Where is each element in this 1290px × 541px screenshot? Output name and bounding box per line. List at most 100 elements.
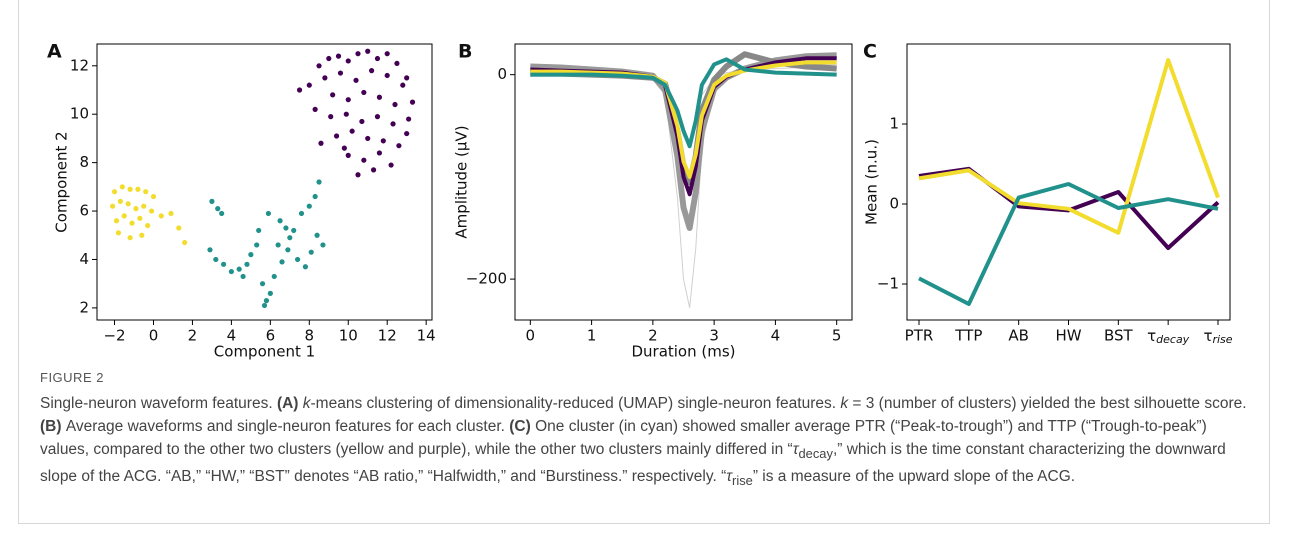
point [213, 256, 219, 263]
tick-symbol: τ [1203, 327, 1212, 345]
figure-label: FIGURE 2 [40, 370, 104, 385]
point [322, 75, 328, 81]
point [369, 68, 375, 74]
point [335, 53, 342, 59]
x-tick-label: 3 [709, 327, 719, 345]
point [384, 72, 390, 79]
point [256, 227, 262, 234]
y-tick-label: 1 [889, 115, 899, 133]
point [406, 116, 412, 122]
point [355, 51, 361, 57]
point [390, 121, 396, 127]
point [320, 242, 326, 248]
point [267, 290, 273, 296]
figure-frame [18, 0, 1270, 524]
point [330, 92, 336, 98]
series-line [530, 60, 837, 179]
point [343, 111, 349, 117]
caption-run: k [302, 395, 311, 412]
caption-run: τ [726, 468, 733, 486]
y-tick-label: 6 [79, 202, 89, 220]
point [277, 218, 283, 224]
x-tick-label: τdecay [1147, 327, 1190, 347]
y-axis-label: Component 2 [53, 131, 71, 232]
caption-run: (B) [40, 418, 66, 435]
caption-run: (A) [276, 395, 303, 412]
caption-run: Single-neuron waveform features. [40, 395, 277, 412]
y-axis-label: Amplitude (μV) [453, 125, 471, 238]
point [361, 89, 367, 96]
x-tick-label: τrise [1203, 327, 1232, 347]
point [359, 118, 365, 125]
point [139, 232, 145, 238]
point [361, 157, 367, 163]
point [271, 273, 277, 280]
panel-label: C [863, 41, 877, 63]
point [248, 252, 254, 258]
point [306, 82, 312, 88]
x-tick-label: 0 [526, 327, 536, 345]
point [135, 186, 141, 192]
point [328, 114, 334, 120]
point [376, 94, 383, 100]
point [394, 60, 400, 66]
point [254, 242, 260, 248]
x-tick-label: 8 [305, 327, 315, 345]
point [302, 264, 309, 270]
point [117, 198, 123, 204]
point [396, 143, 402, 149]
x-tick-label: 2 [188, 327, 198, 345]
point [215, 206, 221, 212]
point [345, 97, 351, 103]
point [259, 281, 266, 287]
point [388, 162, 394, 168]
point [148, 208, 155, 214]
point [240, 273, 246, 280]
point [207, 247, 213, 253]
point [143, 189, 149, 195]
series-line [530, 57, 837, 149]
caption-run: Average waveforms and single-neuron feat… [65, 418, 510, 435]
point [158, 213, 164, 219]
caption-run: rise [732, 473, 753, 489]
point [404, 130, 410, 137]
caption-run: One cluster (in cyan) showed smaller ave… [40, 418, 1207, 458]
point [341, 145, 347, 151]
y-tick-label: 2 [79, 298, 89, 316]
point [279, 259, 285, 265]
point [384, 51, 390, 57]
point [316, 63, 322, 69]
x-tick-label: 10 [339, 327, 358, 345]
x-tick-label: 12 [378, 327, 397, 345]
y-tick-label: −200 [466, 270, 507, 288]
point [353, 77, 359, 83]
point [380, 138, 386, 144]
y-tick-label: 12 [70, 56, 89, 74]
x-tick-label: HW [1055, 327, 1081, 345]
caption-run: (C) [509, 418, 536, 435]
point [113, 218, 120, 224]
x-tick-label: 5 [832, 327, 842, 345]
point [349, 128, 355, 134]
point [374, 114, 381, 120]
x-tick-label: PTR [905, 327, 934, 345]
point [296, 87, 303, 93]
series-line [530, 52, 837, 231]
point [127, 186, 133, 192]
x-tick-label: −2 [103, 327, 125, 345]
point [176, 225, 182, 231]
point [326, 55, 332, 62]
point [345, 58, 351, 64]
caption-run: k [840, 395, 849, 412]
point [285, 247, 291, 253]
caption-run: = 3 (number of clusters) yielded the bes… [848, 395, 1247, 412]
point [409, 99, 416, 105]
plot-frame [906, 43, 1231, 321]
series-line [918, 58, 1220, 235]
point [370, 167, 377, 173]
point [337, 70, 344, 76]
point [121, 213, 127, 219]
point [392, 101, 398, 108]
point [404, 75, 410, 81]
point [312, 193, 318, 200]
